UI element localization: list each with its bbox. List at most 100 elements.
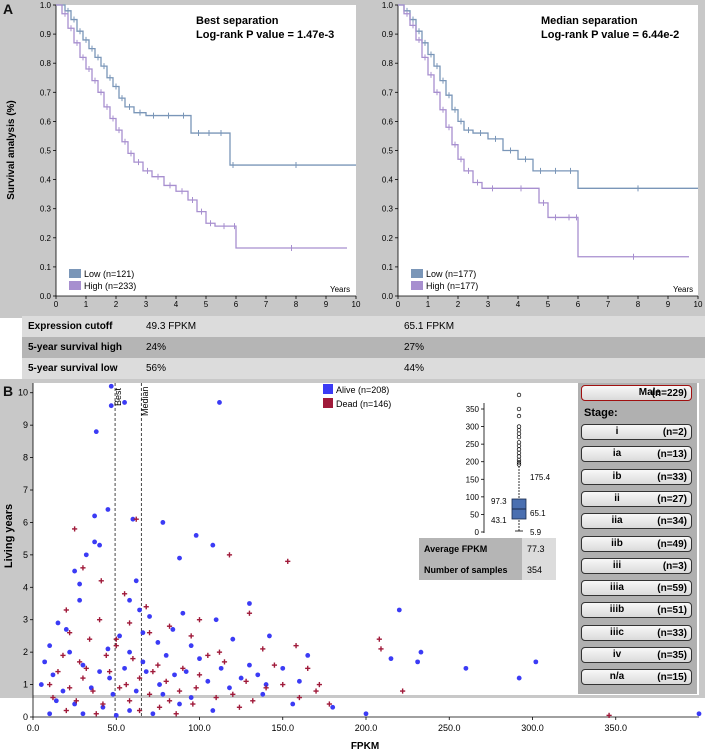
y-tick-label: 0.7: [382, 88, 394, 97]
dead-point: [263, 685, 269, 691]
survival-ylabel: Survival analysis (%): [6, 100, 17, 200]
stats-median-cutoff: 65.1 FPKM: [404, 321, 455, 332]
y-tick-label: 1.0: [40, 1, 52, 10]
dead-point: [73, 698, 79, 704]
alive-point: [60, 688, 66, 694]
stats-label-high: 5-year survival high: [28, 342, 122, 353]
alive-point: [127, 597, 132, 603]
y-tick-label: 0.5: [40, 147, 52, 156]
dead-point: [87, 636, 93, 642]
y-tick-label: 0.4: [382, 176, 394, 185]
dead-point: [97, 617, 103, 623]
boxplot-outlier: [516, 434, 522, 440]
alive-point: [210, 542, 216, 548]
boxplot-label-min: 5.9: [530, 528, 542, 537]
boxplot-outlier: [516, 427, 522, 433]
dead-point: [60, 652, 66, 658]
stage-filter-button-iiib[interactable]: iiib (n=51): [581, 602, 692, 619]
dead-point: [126, 698, 133, 704]
stage-filter-button-iiic[interactable]: iiic (n=33): [581, 624, 692, 641]
dead-point: [116, 685, 123, 691]
alive-point: [55, 620, 61, 626]
median-legend-low-swatch: [411, 269, 423, 278]
y-tick-label: 0.2: [40, 234, 52, 243]
alive-point: [247, 601, 252, 606]
stage-filter-label: ii: [614, 492, 620, 504]
y-tick-label: 0.8: [382, 59, 394, 68]
stats-median-low: 44%: [404, 363, 425, 374]
boxplot-outlier: [516, 440, 522, 445]
boxplot-outlier: [516, 431, 522, 436]
median-pvalue: Log-rank P value = 6.44e-2: [541, 29, 679, 41]
boxplot-label-q3: 97.3: [491, 497, 507, 506]
scatter-x-tick-label: 350.0: [604, 723, 627, 733]
stage-filter-button-ia[interactable]: ia (n=13): [581, 446, 692, 463]
dead-point: [156, 704, 163, 710]
x-tick-label: 5: [546, 300, 551, 309]
legend-alive-swatch: [323, 384, 333, 394]
alive-point: [197, 656, 202, 662]
stage-filter-button-iiia[interactable]: iiia (n=59): [581, 580, 692, 597]
alive-point: [227, 685, 232, 691]
alive-point: [140, 659, 146, 665]
y-tick-label: 0.6: [40, 117, 52, 126]
alive-point: [418, 649, 424, 655]
dead-point: [280, 681, 286, 688]
dead-point: [236, 704, 243, 710]
alive-point: [247, 662, 252, 668]
stage-filter-label: ib: [612, 470, 622, 482]
stage-filter-button-i[interactable]: i (n=2): [581, 424, 692, 440]
scatter-x-tick-label: 150.0: [271, 723, 294, 733]
x-tick-label: 7: [264, 300, 269, 309]
alive-point: [172, 672, 177, 678]
stage-filter-button-iia[interactable]: iia (n=34): [581, 513, 692, 530]
stage-filter-button-iii[interactable]: iii (n=3): [581, 557, 692, 574]
dead-point: [166, 698, 173, 704]
stage-filter-button-iib[interactable]: iib (n=49): [581, 535, 692, 552]
alive-point: [50, 672, 56, 678]
alive-point: [213, 617, 219, 623]
stats-row-cutoff: Expression cutoff 49.3 FPKM 65.1 FPKM: [22, 316, 705, 337]
x-tick-label: 10: [352, 300, 361, 309]
stage-heading: Stage:: [584, 407, 618, 419]
stage-filter-count: (n=2): [662, 427, 687, 438]
dead-point: [126, 620, 133, 626]
stage-filter-label: iia: [611, 515, 623, 527]
alive-point: [193, 533, 199, 538]
dead-point: [130, 656, 136, 662]
dead-point: [55, 669, 61, 675]
stage-filter-button-na[interactable]: n/a (n=15): [581, 669, 692, 686]
stage-filter-button-ib[interactable]: ib (n=33): [581, 468, 692, 485]
survival-curve: [398, 4, 689, 258]
summary-row-samples: Number of samples 354: [419, 559, 556, 580]
boxplot-tick-label: 200: [466, 458, 480, 467]
boxplot-outlier: [516, 462, 522, 467]
best-xlabel: Years: [330, 285, 350, 294]
stage-filter-button-iv[interactable]: iv (n=35): [581, 647, 692, 663]
alive-point: [47, 643, 53, 649]
x-tick-label: 8: [636, 300, 641, 309]
dead-point: [103, 652, 109, 658]
scatter-x-tick-label: 250.0: [438, 723, 461, 733]
alive-point: [183, 669, 189, 675]
alive-point: [80, 662, 86, 668]
best-legend-low-swatch: [69, 269, 81, 278]
y-tick-label: 0.2: [382, 234, 394, 243]
boxplot-outlier: [516, 447, 522, 452]
summary-table: Average FPKM 77.3 Number of samples 354: [419, 538, 556, 580]
dead-point: [136, 707, 143, 714]
dead-point: [196, 617, 203, 623]
boxplot-tick-label: 150: [466, 475, 480, 484]
alive-point: [77, 597, 83, 603]
summary-row-average: Average FPKM 77.3: [419, 538, 556, 559]
dead-point: [213, 694, 219, 701]
stage-filter-button-ii[interactable]: ii (n=27): [581, 490, 692, 507]
male-filter-label: Male: [638, 387, 661, 398]
y-tick-label: 0.0: [382, 292, 394, 301]
y-tick-label: 0.1: [40, 263, 52, 272]
stage-filter-count: (n=34): [657, 516, 687, 528]
survival-curve: [56, 4, 356, 166]
male-filter-button[interactable]: Male (n=229): [581, 385, 692, 401]
x-tick-label: 2: [114, 300, 119, 309]
